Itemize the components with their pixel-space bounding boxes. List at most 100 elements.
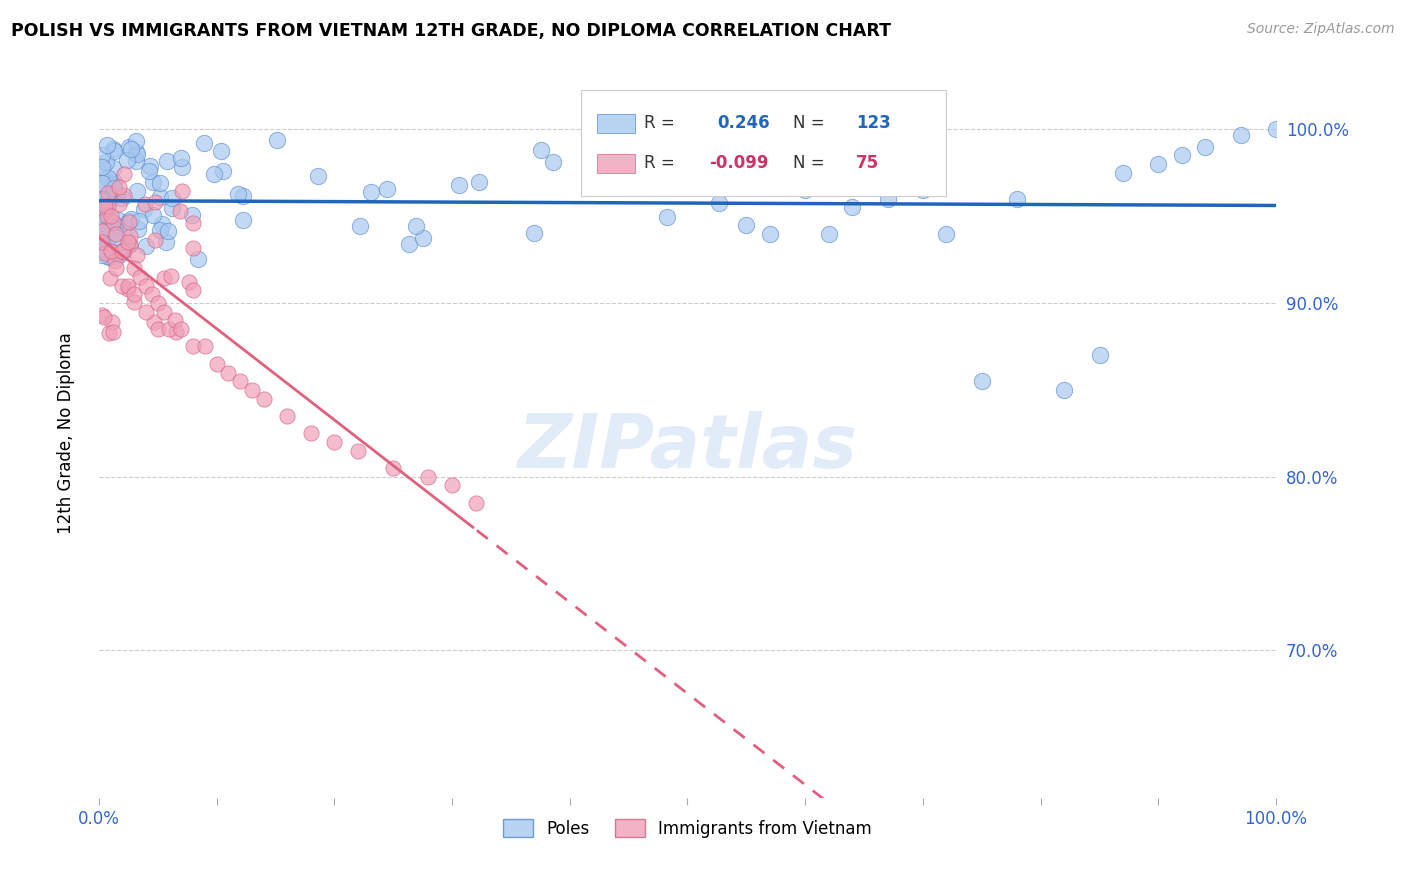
Point	[468, 175, 491, 189]
Point	[118, 215, 141, 229]
Point	[117, 235, 139, 250]
Point	[181, 284, 204, 298]
Point	[94, 202, 117, 217]
Point	[93, 310, 115, 324]
Point	[595, 170, 617, 185]
Point	[841, 201, 863, 215]
Point	[153, 271, 176, 285]
Point	[93, 242, 115, 256]
Point	[232, 213, 254, 227]
Point	[232, 189, 254, 203]
Point	[360, 185, 382, 199]
Point	[93, 199, 115, 213]
Point	[135, 239, 157, 253]
Point	[149, 189, 172, 203]
Point	[120, 211, 142, 226]
Point	[735, 218, 758, 232]
Point	[323, 435, 346, 450]
Point	[115, 153, 138, 168]
Point	[165, 313, 187, 327]
Point	[148, 176, 170, 190]
Point	[107, 213, 129, 227]
Point	[382, 461, 405, 475]
Point	[127, 222, 149, 236]
Point	[143, 315, 166, 329]
Point	[91, 235, 114, 250]
Point	[127, 146, 149, 161]
Point	[103, 215, 125, 229]
Point	[105, 187, 128, 202]
Text: 0.246: 0.246	[717, 114, 769, 132]
Point	[170, 151, 193, 165]
Point	[100, 190, 122, 204]
Point	[91, 222, 114, 236]
Point	[101, 161, 124, 175]
Point	[226, 187, 249, 202]
Point	[105, 261, 128, 276]
Point	[935, 227, 957, 241]
Point	[187, 252, 209, 266]
Point	[1005, 192, 1028, 206]
Point	[143, 194, 166, 209]
Point	[96, 249, 118, 263]
Point	[91, 214, 114, 228]
Text: -0.099: -0.099	[709, 154, 768, 172]
Point	[682, 158, 704, 172]
Y-axis label: 12th Grade, No Diploma: 12th Grade, No Diploma	[58, 333, 75, 534]
Point	[217, 366, 239, 380]
Point	[97, 170, 120, 185]
Point	[205, 357, 228, 371]
Point	[307, 169, 329, 183]
Point	[91, 308, 114, 322]
Point	[346, 443, 368, 458]
FancyBboxPatch shape	[582, 90, 946, 196]
Point	[103, 226, 125, 240]
Point	[181, 216, 204, 230]
Point	[117, 282, 139, 296]
Text: 75: 75	[856, 154, 879, 172]
Point	[125, 185, 148, 199]
Point	[1171, 148, 1194, 162]
Point	[98, 271, 121, 285]
Point	[170, 184, 193, 198]
Point	[180, 208, 202, 222]
Point	[111, 278, 134, 293]
Point	[108, 248, 131, 262]
Point	[96, 138, 118, 153]
Point	[107, 225, 129, 239]
Point	[111, 225, 134, 239]
Point	[91, 230, 114, 244]
Text: POLISH VS IMMIGRANTS FROM VIETNAM 12TH GRADE, NO DIPLOMA CORRELATION CHART: POLISH VS IMMIGRANTS FROM VIETNAM 12TH G…	[11, 22, 891, 40]
Point	[105, 227, 128, 241]
Text: ZIPatlas: ZIPatlas	[517, 411, 858, 484]
Point	[142, 208, 165, 222]
Point	[141, 287, 163, 301]
Point	[112, 168, 135, 182]
Point	[157, 224, 180, 238]
Point	[112, 187, 135, 202]
Point	[464, 496, 486, 510]
Point	[165, 325, 187, 339]
FancyBboxPatch shape	[596, 154, 636, 173]
Point	[1265, 122, 1288, 136]
Point	[135, 278, 157, 293]
Point	[101, 178, 124, 193]
Point	[149, 223, 172, 237]
Point	[1229, 128, 1251, 142]
Point	[523, 227, 546, 241]
Point	[1147, 157, 1170, 171]
Point	[1194, 139, 1216, 153]
Point	[91, 176, 114, 190]
Point	[162, 201, 184, 215]
Point	[179, 275, 201, 289]
Text: N =: N =	[793, 154, 831, 172]
Point	[181, 339, 204, 353]
Point	[159, 322, 181, 336]
Point	[117, 278, 139, 293]
Point	[104, 218, 127, 232]
Point	[299, 426, 322, 441]
Point	[94, 238, 117, 252]
Point	[146, 296, 169, 310]
Point	[146, 322, 169, 336]
Point	[581, 161, 603, 176]
